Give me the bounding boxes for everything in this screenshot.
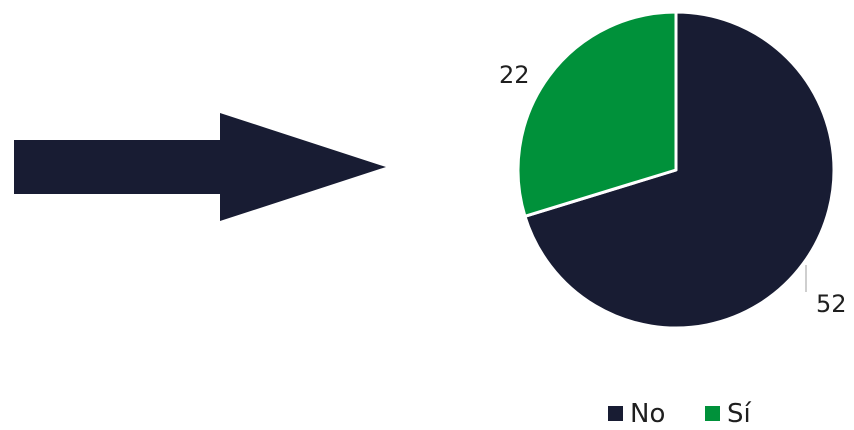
data-label-si: 22 — [499, 61, 530, 89]
legend-label-no: No — [630, 399, 665, 429]
legend: No Sí — [608, 399, 752, 429]
legend-swatch-no — [608, 406, 623, 421]
legend-swatch-si — [705, 406, 720, 421]
pie-slice-si — [516, 10, 678, 218]
pie-chart — [516, 10, 836, 330]
pie-slice-no — [523, 10, 836, 330]
right-arrow-icon — [14, 113, 386, 221]
legend-label-si: Sí — [727, 399, 752, 429]
data-label-no: 52 — [816, 290, 847, 318]
